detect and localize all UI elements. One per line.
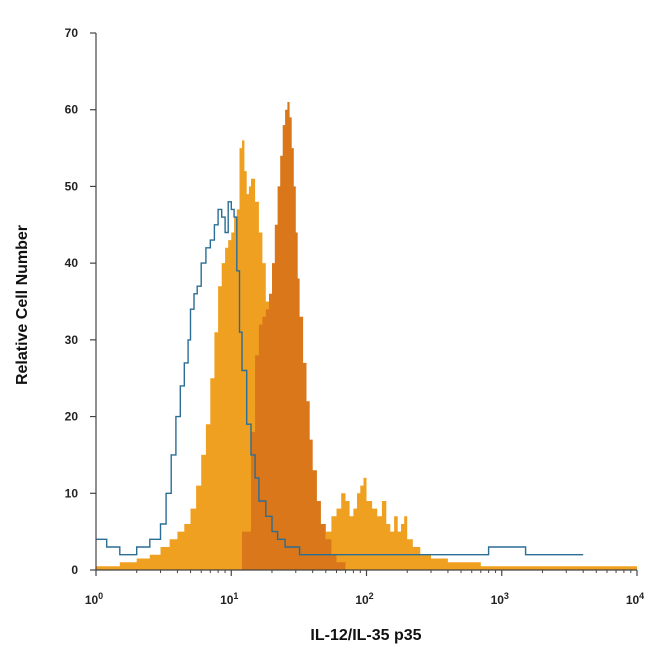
y-tick-label: 40 xyxy=(65,256,79,270)
y-tick-label: 70 xyxy=(65,26,79,40)
x-tick-label: 102 xyxy=(355,591,373,607)
y-tick-label: 50 xyxy=(65,179,79,193)
x-tick-label: 103 xyxy=(491,591,509,607)
series-0-fill xyxy=(96,140,637,570)
x-tick-label: 100 xyxy=(85,591,103,607)
x-tick-label: 104 xyxy=(626,591,644,607)
x-axis-label: IL-12/IL-35 p35 xyxy=(310,627,421,644)
y-tick-label: 0 xyxy=(71,563,78,577)
plot-area xyxy=(96,102,637,570)
y-tick-label: 20 xyxy=(65,410,79,424)
x-ticks: 100 101 102 103 104 xyxy=(85,570,644,607)
series-1-fill xyxy=(231,102,346,570)
y-axis-label: Relative Cell Number xyxy=(14,225,31,385)
y-tick-label: 60 xyxy=(65,103,79,117)
y-tick-label: 30 xyxy=(65,333,79,347)
y-tick-label: 10 xyxy=(65,486,79,500)
y-ticks: 0 10 20 30 40 50 60 70 xyxy=(65,26,96,577)
series-2-outline xyxy=(96,201,584,556)
x-tick-label: 101 xyxy=(220,591,238,607)
